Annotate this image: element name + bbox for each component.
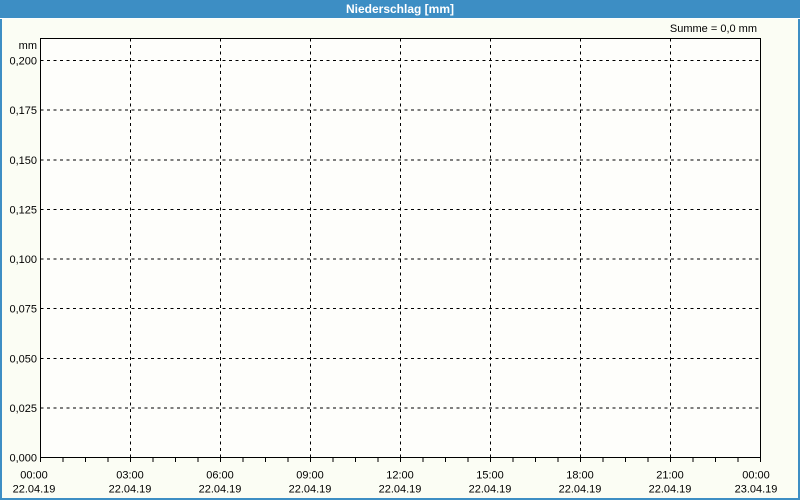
time-label: 06:00 (206, 470, 234, 482)
date-label: 22.04.19 (109, 484, 152, 496)
date-label: 22.04.19 (559, 484, 602, 496)
date-label: 22.04.19 (13, 484, 56, 496)
time-label: 21:00 (656, 470, 684, 482)
time-label: 00:00 (20, 470, 48, 482)
chart-title-bar: Niederschlag [mm] (0, 0, 800, 19)
y-tick-label: 0,000 (9, 453, 37, 465)
time-label: 18:00 (566, 470, 594, 482)
time-label: 12:00 (386, 470, 414, 482)
date-label: 22.04.19 (469, 484, 512, 496)
date-label: 22.04.19 (649, 484, 692, 496)
time-label: 09:00 (296, 470, 324, 482)
y-tick-label: 0,075 (9, 304, 37, 316)
time-label: 15:00 (476, 470, 504, 482)
date-label: 22.04.19 (379, 484, 422, 496)
y-tick-label: 0,200 (9, 56, 37, 68)
y-tick-label: 0,125 (9, 204, 37, 216)
chart-title: Niederschlag [mm] (345, 2, 455, 16)
y-axis-unit-label: mm (18, 40, 37, 52)
time-label: 00:00 (742, 470, 770, 482)
date-label: 22.04.19 (289, 484, 332, 496)
date-label: 22.04.19 (199, 484, 242, 496)
y-tick-label: 0,175 (9, 105, 37, 117)
sum-annotation: Summe = 0,0 mm (669, 23, 757, 35)
y-tick-label: 0,100 (9, 254, 37, 266)
date-label: 23.04.19 (735, 484, 778, 496)
y-tick-label: 0,050 (9, 353, 37, 365)
time-label: 03:00 (116, 470, 144, 482)
y-tick-label: 0,150 (9, 155, 37, 167)
y-tick-label: 0,025 (9, 403, 37, 415)
